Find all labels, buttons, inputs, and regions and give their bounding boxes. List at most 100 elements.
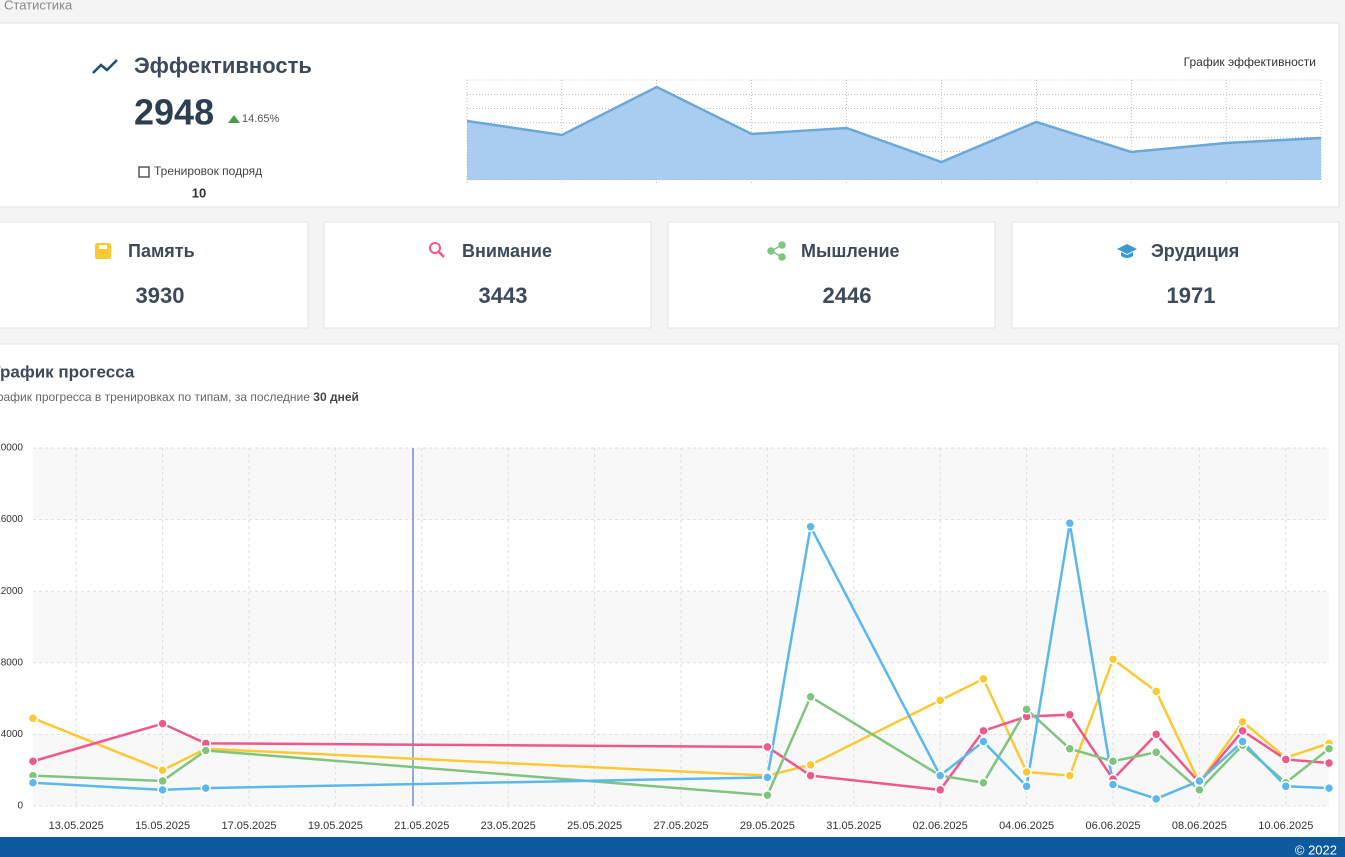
point bbox=[157, 764, 168, 776]
point bbox=[934, 770, 946, 781]
progress-chart: 0 4000 8000 12000 16000 20000 13.05.2025 15.05.… bbox=[0, 443, 1335, 832]
point bbox=[1150, 686, 1162, 697]
band bbox=[33, 448, 1329, 520]
point bbox=[1280, 781, 1292, 792]
progress-subtitle: График прогресса в тренировках по типам,… bbox=[0, 390, 359, 404]
breadcrumb: Статистика bbox=[4, 0, 73, 12]
point bbox=[805, 770, 816, 781]
point bbox=[1021, 704, 1032, 715]
point bbox=[978, 777, 989, 788]
x-tick-label: 23.05.2025 bbox=[481, 820, 536, 832]
point bbox=[1323, 757, 1335, 769]
point bbox=[1064, 709, 1076, 720]
stat-value: 3930 bbox=[136, 283, 185, 308]
stat-card bbox=[667, 221, 996, 329]
y-tick-label: 20000 bbox=[0, 443, 23, 454]
efficiency-value: 2948 bbox=[134, 92, 214, 133]
point bbox=[805, 521, 816, 533]
y-tick-label: 8000 bbox=[1, 657, 24, 668]
x-tick-label: 08.06.2025 bbox=[1172, 820, 1227, 832]
point bbox=[27, 777, 39, 788]
point bbox=[1194, 775, 1205, 787]
point bbox=[978, 673, 989, 685]
point bbox=[978, 725, 989, 737]
stat-card bbox=[323, 221, 652, 329]
x-tick-label: 17.05.2025 bbox=[221, 820, 276, 832]
point bbox=[1107, 756, 1119, 767]
efficiency-title: Эффективность bbox=[134, 53, 312, 78]
x-tick-label: 04.06.2025 bbox=[999, 820, 1054, 832]
x-tick-label: 25.05.2025 bbox=[567, 820, 622, 832]
search-icon-handle bbox=[438, 251, 445, 258]
point bbox=[200, 745, 212, 756]
point bbox=[1064, 743, 1076, 754]
x-tick-label: 02.06.2025 bbox=[913, 820, 968, 832]
point bbox=[805, 759, 816, 771]
point bbox=[27, 713, 39, 724]
point bbox=[1237, 736, 1248, 747]
stat-card bbox=[1011, 221, 1340, 329]
point bbox=[978, 736, 989, 747]
x-tick-label: 06.06.2025 bbox=[1085, 820, 1140, 832]
y-tick-label: 12000 bbox=[0, 586, 23, 597]
spark-chart bbox=[466, 79, 1322, 185]
point bbox=[1064, 770, 1076, 781]
point bbox=[1107, 779, 1119, 790]
stat-name: Память bbox=[128, 241, 195, 261]
up-arrow bbox=[228, 115, 240, 123]
point bbox=[1280, 754, 1292, 765]
point bbox=[157, 718, 168, 729]
share-icon bbox=[767, 241, 786, 261]
point bbox=[1021, 766, 1032, 778]
point bbox=[1194, 784, 1205, 796]
point bbox=[1323, 782, 1335, 794]
point bbox=[1237, 716, 1248, 728]
progress-title: График прогесса bbox=[0, 362, 135, 381]
y-tick-label: 16000 bbox=[0, 514, 23, 525]
x-tick-label: 19.05.2025 bbox=[308, 820, 363, 832]
spark-line bbox=[466, 85, 1322, 164]
footer-bar bbox=[0, 837, 1345, 857]
trend-icon bbox=[92, 59, 118, 74]
streak-label: Тренировок подряд bbox=[154, 164, 262, 178]
footer-text: © 2022 bbox=[1295, 842, 1337, 857]
stat-name: Внимание bbox=[462, 241, 552, 261]
x-tick-label: 29.05.2025 bbox=[740, 820, 795, 832]
point bbox=[1021, 781, 1032, 792]
stat-value: 3443 bbox=[479, 283, 528, 308]
spark-area bbox=[467, 87, 1321, 180]
cap-icon bbox=[1117, 244, 1137, 254]
point bbox=[1064, 517, 1076, 529]
point bbox=[1150, 793, 1162, 805]
y-tick-label: 4000 bbox=[1, 729, 24, 740]
streak-value: 10 bbox=[192, 185, 206, 200]
x-tick-label: 15.05.2025 bbox=[135, 820, 190, 832]
point bbox=[1150, 747, 1162, 758]
band bbox=[33, 591, 1329, 663]
spark-title: График эффективности bbox=[1184, 55, 1316, 69]
x-tick-label: 31.05.2025 bbox=[826, 820, 881, 832]
x-tick-label: 21.05.2025 bbox=[394, 820, 449, 832]
point bbox=[762, 790, 773, 801]
point bbox=[762, 741, 773, 753]
point bbox=[27, 756, 39, 767]
stat-value: 1971 bbox=[1167, 283, 1216, 308]
stat-card bbox=[0, 221, 309, 329]
point bbox=[762, 772, 773, 783]
point bbox=[934, 695, 946, 706]
x-tick-label: 27.05.2025 bbox=[653, 820, 708, 832]
efficiency-change: 14.65% bbox=[242, 113, 280, 125]
calendar-icon bbox=[138, 166, 150, 178]
subtitle-bold: 30 дней bbox=[313, 390, 359, 404]
point bbox=[200, 782, 212, 794]
stat-value: 2446 bbox=[823, 283, 872, 308]
point bbox=[157, 784, 168, 796]
save-icon-slot bbox=[99, 245, 107, 249]
x-tick-label: 10.06.2025 bbox=[1258, 820, 1313, 832]
point bbox=[157, 775, 168, 787]
search-icon bbox=[429, 242, 441, 254]
point bbox=[1323, 743, 1335, 754]
stat-name: Эрудиция bbox=[1151, 241, 1239, 261]
point bbox=[1150, 729, 1162, 740]
